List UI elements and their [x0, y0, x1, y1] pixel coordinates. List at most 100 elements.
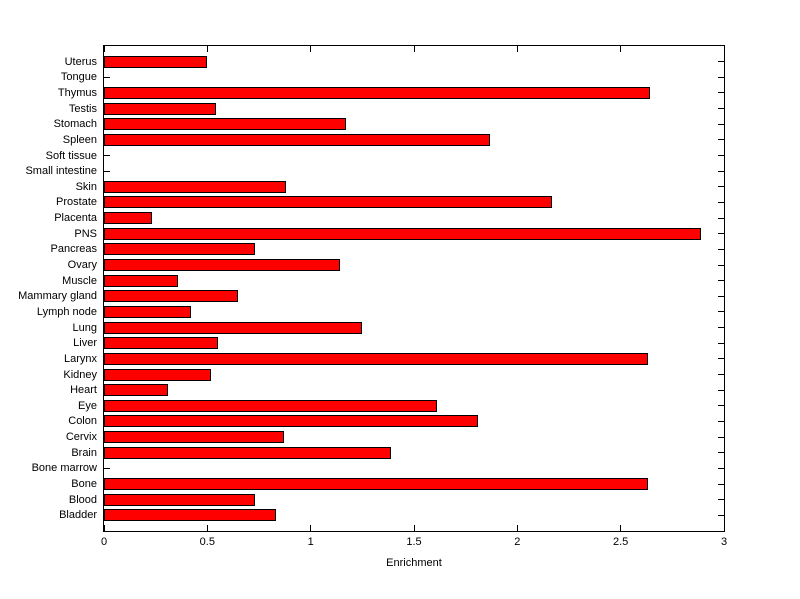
y-tick-right — [718, 420, 724, 422]
bar — [104, 133, 491, 146]
bar — [104, 478, 648, 491]
category-label: Pancreas — [50, 243, 97, 256]
y-tick-left — [104, 155, 110, 157]
y-tick-right — [718, 139, 724, 141]
x-tick-bottom — [516, 525, 518, 531]
category-label: Bladder — [59, 509, 97, 522]
x-tick-bottom — [413, 525, 415, 531]
y-tick-right — [718, 405, 724, 407]
y-tick-right — [718, 170, 724, 172]
category-label: Liver — [73, 337, 97, 350]
x-tick-bottom — [206, 525, 208, 531]
y-tick-right — [718, 92, 724, 94]
category-label: Cervix — [65, 431, 97, 444]
category-label: Bone — [71, 478, 97, 491]
category-label: Skin — [75, 180, 97, 193]
y-tick-right — [718, 123, 724, 125]
bar — [104, 509, 276, 522]
category-label: Soft tissue — [45, 149, 97, 162]
y-tick-right — [718, 295, 724, 297]
category-label: Spleen — [62, 133, 97, 146]
x-axis-title: Enrichment — [386, 557, 442, 569]
bar — [104, 384, 169, 397]
y-tick-right — [718, 467, 724, 469]
y-tick-right — [718, 327, 724, 329]
x-tick-top — [723, 46, 725, 52]
y-tick-right — [718, 452, 724, 454]
y-tick-right — [718, 76, 724, 78]
bar — [104, 243, 255, 256]
y-tick-right — [718, 233, 724, 235]
bar — [104, 180, 286, 193]
category-label: Heart — [70, 384, 97, 397]
y-tick-right — [718, 499, 724, 501]
bar — [104, 102, 216, 115]
x-tick-label: 2 — [514, 536, 521, 548]
x-tick-label: 2.5 — [613, 536, 629, 548]
bar — [104, 290, 239, 303]
category-label: Stomach — [53, 118, 97, 131]
y-tick-left — [104, 467, 110, 469]
category-label: Eye — [78, 399, 97, 412]
x-tick-bottom — [723, 525, 725, 531]
y-tick-right — [718, 436, 724, 438]
x-tick-top — [516, 46, 518, 52]
x-tick-top — [103, 46, 105, 52]
x-tick-label: 1.5 — [406, 536, 422, 548]
y-tick-right — [718, 311, 724, 313]
category-label: Larynx — [63, 352, 97, 365]
category-label: Testis — [68, 102, 97, 115]
y-tick-right — [718, 358, 724, 360]
bar — [104, 86, 650, 99]
bar — [104, 431, 284, 444]
x-tick-label: 3 — [720, 536, 728, 548]
bar — [104, 227, 702, 240]
x-tick-top — [310, 46, 312, 52]
y-tick-right — [718, 186, 724, 188]
plot-area — [103, 45, 725, 532]
y-tick-right — [718, 389, 724, 391]
bar — [104, 55, 208, 68]
y-tick-left — [104, 170, 110, 172]
category-label: Lung — [72, 321, 97, 334]
bar — [104, 321, 363, 334]
bar — [104, 368, 212, 381]
category-label: Muscle — [62, 274, 97, 287]
category-label: Prostate — [56, 196, 97, 209]
category-label: Placenta — [54, 212, 97, 225]
y-tick-right — [718, 248, 724, 250]
category-label: Brain — [71, 446, 97, 459]
x-tick-label: 0.5 — [199, 536, 215, 548]
bar — [104, 118, 346, 131]
x-tick-bottom — [103, 525, 105, 531]
category-label: Uterus — [64, 55, 97, 68]
category-label: Colon — [68, 415, 97, 428]
category-label: Mammary gland — [18, 290, 97, 303]
category-label: Tongue — [60, 71, 97, 84]
y-tick-right — [718, 155, 724, 157]
category-label: Kidney — [63, 368, 97, 381]
y-tick-right — [718, 217, 724, 219]
y-tick-right — [718, 201, 724, 203]
category-label: PNS — [74, 227, 97, 240]
category-label: Thymus — [57, 86, 97, 99]
bar — [104, 399, 437, 412]
bar — [104, 305, 191, 318]
y-tick-right — [718, 514, 724, 516]
y-tick-right — [718, 483, 724, 485]
bar — [104, 337, 218, 350]
y-tick-left — [104, 76, 110, 78]
y-tick-right — [718, 342, 724, 344]
x-tick-top — [206, 46, 208, 52]
category-label: Blood — [68, 493, 97, 506]
x-tick-top — [413, 46, 415, 52]
category-label: Ovary — [67, 259, 97, 272]
y-tick-right — [718, 108, 724, 110]
y-tick-right — [718, 280, 724, 282]
bar — [104, 212, 152, 225]
bar — [104, 259, 340, 272]
bar — [104, 446, 392, 459]
bar — [104, 274, 179, 287]
y-tick-right — [718, 264, 724, 266]
